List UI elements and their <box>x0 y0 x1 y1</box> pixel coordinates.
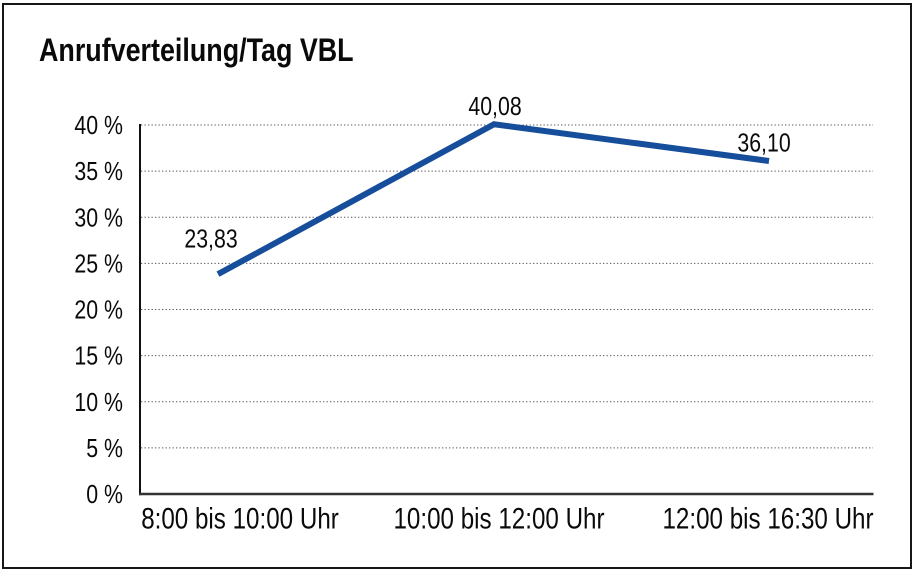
y-axis-tick-label: 35 % <box>74 157 123 187</box>
y-axis-tick-label-group: 35 % <box>74 157 123 187</box>
y-axis-tick-label-group: 15 % <box>74 342 123 372</box>
data-point-label-group: 23,83 <box>184 225 237 255</box>
y-axis-tick-label: 20 % <box>74 296 123 326</box>
y-axis-tick-label-group: 0 % <box>86 480 123 510</box>
x-axis-category-label: 8:00 bis 10:00 Uhr <box>141 502 339 535</box>
chart-title: Anrufverteilung/Tag VBL <box>39 32 354 68</box>
x-axis-category-label: 10:00 bis 12:00 Uhr <box>393 502 604 535</box>
data-point-label-group: 36,10 <box>737 129 790 159</box>
data-line <box>216 121 770 277</box>
y-axis-tick-label-group: 40 % <box>74 111 123 141</box>
data-point-label: 23,83 <box>184 225 237 255</box>
y-axis-tick-label: 0 % <box>86 480 123 510</box>
data-point-label: 36,10 <box>737 129 790 159</box>
data-point-label-group: 40,08 <box>468 92 521 122</box>
y-axis-tick-label-group: 25 % <box>74 249 123 279</box>
y-axis-tick-label-group: 5 % <box>86 434 123 464</box>
y-axis-tick-label: 5 % <box>86 434 123 464</box>
x-axis-category-label-group: 12:00 bis 16:30 Uhr <box>662 502 873 535</box>
y-axis-tick-label: 30 % <box>74 203 123 233</box>
y-axis-tick-label: 25 % <box>74 249 123 279</box>
y-axis-tick-label-group: 20 % <box>74 296 123 326</box>
x-axis-category-label-group: 8:00 bis 10:00 Uhr <box>141 502 339 535</box>
y-axis-tick-label: 15 % <box>74 342 123 372</box>
data-point-label: 40,08 <box>468 92 521 122</box>
y-axis-tick-label: 10 % <box>74 388 123 418</box>
y-axis-tick-label: 40 % <box>74 111 123 141</box>
x-axis-category-label: 12:00 bis 16:30 Uhr <box>662 502 873 535</box>
y-axis-tick-label-group: 30 % <box>74 203 123 233</box>
x-axis-category-label-group: 10:00 bis 12:00 Uhr <box>393 502 604 535</box>
y-axis-tick-label-group: 10 % <box>74 388 123 418</box>
